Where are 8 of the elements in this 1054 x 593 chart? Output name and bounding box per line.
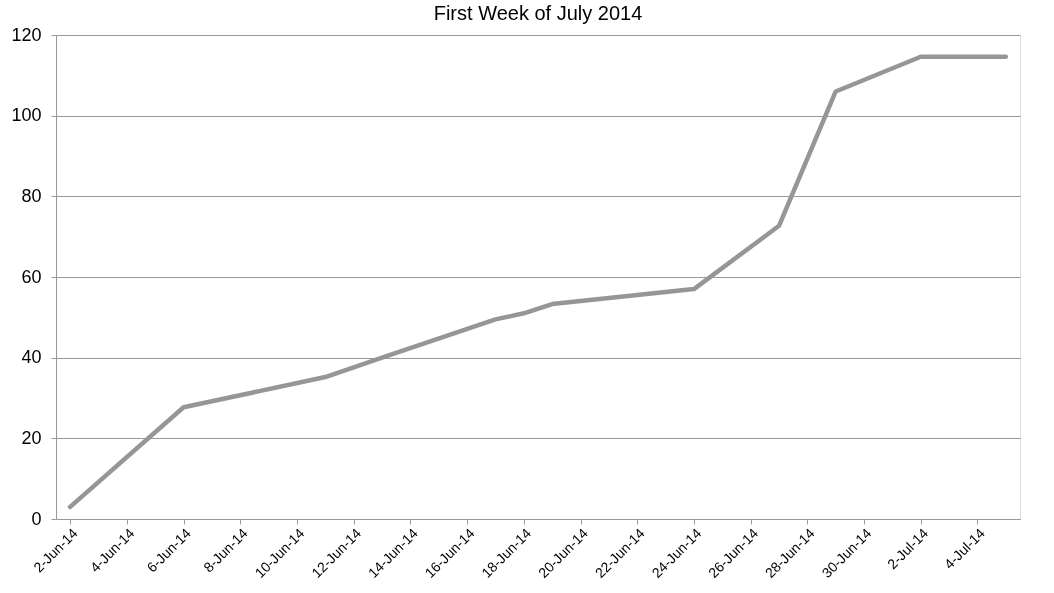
y-tick-label: 60	[21, 266, 42, 287]
y-tick-label: 120	[11, 24, 42, 45]
y-tick-label: 80	[21, 185, 42, 206]
chart-title: First Week of July 2014	[433, 2, 643, 24]
y-tick-label: 20	[21, 427, 42, 448]
y-tick-label: 40	[21, 347, 42, 368]
y-tick-label: 0	[31, 508, 42, 529]
y-tick-label: 100	[11, 105, 42, 126]
